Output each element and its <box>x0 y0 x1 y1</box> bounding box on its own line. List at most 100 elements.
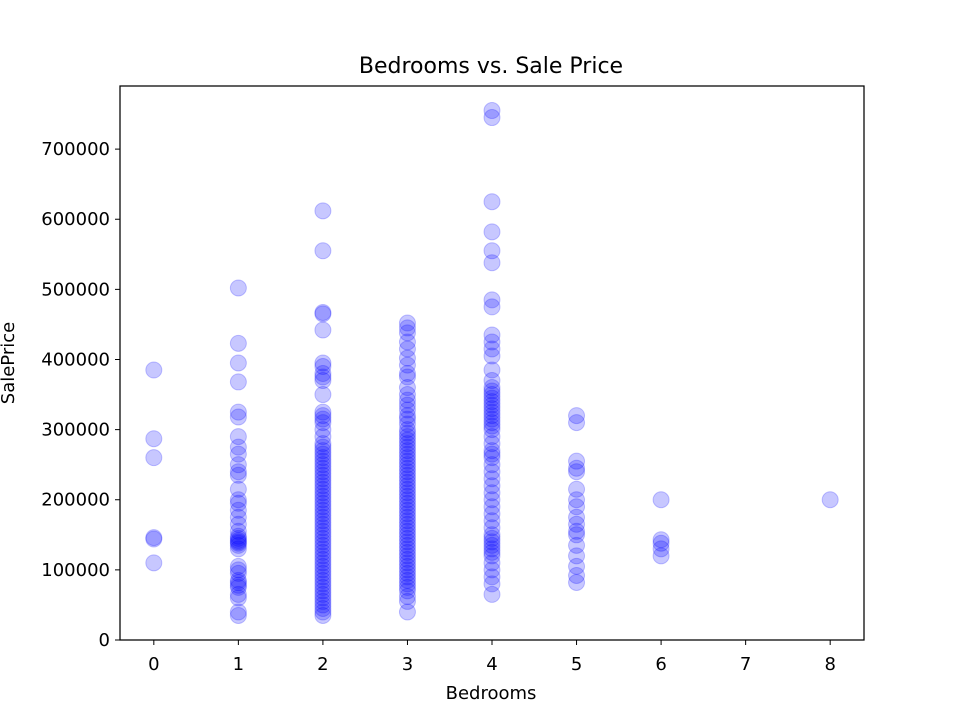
data-point-bedrooms-3-5 <box>398 349 416 367</box>
data-point-bedrooms-2-52 <box>314 557 332 575</box>
data-point-bedrooms-3-30 <box>398 466 416 484</box>
data-point-bedrooms-3-24 <box>398 445 416 463</box>
data-point-bedrooms-4-25 <box>483 417 501 435</box>
data-point-bedrooms-2-14 <box>314 414 332 432</box>
data-point-bedrooms-4-12 <box>483 361 501 379</box>
y-tick-label-700000: 700000 <box>41 139 110 160</box>
data-point-bedrooms-3-44 <box>398 515 416 533</box>
data-point-bedrooms-6-1 <box>652 531 670 549</box>
data-point-bedrooms-3-26 <box>398 452 416 470</box>
data-point-bedrooms-3-25 <box>398 449 416 467</box>
data-point-bedrooms-3-7 <box>398 365 416 383</box>
data-point-bedrooms-3-6 <box>398 356 416 374</box>
data-point-bedrooms-4-46 <box>483 540 501 558</box>
data-point-bedrooms-1-23 <box>229 534 247 552</box>
y-axis-label: SalePrice <box>0 322 19 404</box>
data-point-bedrooms-4-39 <box>483 505 501 523</box>
data-point-bedrooms-4-37 <box>483 491 501 509</box>
data-point-bedrooms-2-6 <box>314 358 332 376</box>
data-point-bedrooms-2-22 <box>314 452 332 470</box>
data-point-bedrooms-4-18 <box>483 393 501 411</box>
data-point-bedrooms-4-27 <box>483 428 501 446</box>
data-point-bedrooms-1-11 <box>229 466 247 484</box>
data-point-bedrooms-5-0 <box>568 407 586 425</box>
data-point-bedrooms-4-16 <box>483 386 501 404</box>
data-point-bedrooms-4-15 <box>483 382 501 400</box>
data-point-bedrooms-4-6 <box>483 291 501 309</box>
data-point-bedrooms-3-29 <box>398 463 416 481</box>
data-point-bedrooms-4-44 <box>483 533 501 551</box>
data-point-bedrooms-1-28 <box>229 564 247 582</box>
data-point-bedrooms-4-10 <box>483 340 501 358</box>
y-tick-label-300000: 300000 <box>41 420 110 441</box>
data-point-bedrooms-4-26 <box>483 421 501 439</box>
y-tick-label-200000: 200000 <box>41 490 110 511</box>
data-point-bedrooms-2-66 <box>314 606 332 624</box>
data-point-bedrooms-3-46 <box>398 522 416 540</box>
data-point-bedrooms-1-20 <box>229 529 247 547</box>
data-point-bedrooms-4-19 <box>483 396 501 414</box>
data-point-bedrooms-3-4 <box>398 340 416 358</box>
data-point-bedrooms-3-9 <box>398 379 416 397</box>
data-point-bedrooms-1-5 <box>229 408 247 426</box>
data-point-bedrooms-1-13 <box>229 491 247 509</box>
data-point-bedrooms-2-58 <box>314 578 332 596</box>
data-point-bedrooms-3-13 <box>398 401 416 419</box>
data-point-bedrooms-4-23 <box>483 410 501 428</box>
data-point-bedrooms-0-3 <box>145 529 163 547</box>
data-point-bedrooms-2-34 <box>314 494 332 512</box>
y-tick-label-400000: 400000 <box>41 349 110 370</box>
data-point-bedrooms-0-0 <box>145 361 163 379</box>
data-point-bedrooms-2-43 <box>314 526 332 544</box>
data-point-bedrooms-2-0 <box>314 202 332 220</box>
data-point-bedrooms-1-0 <box>229 279 247 297</box>
data-point-bedrooms-2-61 <box>314 589 332 607</box>
chart-title: Bedrooms vs. Sale Price <box>359 54 623 79</box>
data-point-bedrooms-3-50 <box>398 536 416 554</box>
data-point-bedrooms-2-24 <box>314 459 332 477</box>
data-point-bedrooms-2-46 <box>314 536 332 554</box>
data-point-bedrooms-4-35 <box>483 477 501 495</box>
data-point-bedrooms-3-37 <box>398 491 416 509</box>
data-point-bedrooms-2-44 <box>314 529 332 547</box>
data-point-bedrooms-3-27 <box>398 456 416 474</box>
data-point-bedrooms-3-66 <box>398 603 416 621</box>
data-point-bedrooms-3-12 <box>398 396 416 414</box>
data-point-bedrooms-5-2 <box>568 452 586 470</box>
data-point-bedrooms-3-1 <box>398 319 416 337</box>
x-tick-label-1: 1 <box>233 654 244 675</box>
x-tick-label-8: 8 <box>824 654 835 675</box>
data-point-bedrooms-1-24 <box>229 536 247 554</box>
data-point-bedrooms-1-16 <box>229 508 247 526</box>
data-point-bedrooms-4-22 <box>483 407 501 425</box>
y-tick-label-100000: 100000 <box>41 560 110 581</box>
data-point-bedrooms-1-36 <box>229 606 247 624</box>
data-point-bedrooms-2-15 <box>314 421 332 439</box>
data-point-bedrooms-4-51 <box>483 568 501 586</box>
data-point-bedrooms-4-41 <box>483 519 501 537</box>
data-point-bedrooms-4-9 <box>483 333 501 351</box>
x-tick-label-7: 7 <box>740 654 751 675</box>
x-tick-label-4: 4 <box>486 654 497 675</box>
data-point-bedrooms-2-9 <box>314 372 332 390</box>
data-point-bedrooms-1-3 <box>229 373 247 391</box>
data-point-bedrooms-4-40 <box>483 512 501 530</box>
data-point-bedrooms-2-4 <box>314 321 332 339</box>
data-point-bedrooms-4-42 <box>483 526 501 544</box>
data-point-bedrooms-3-39 <box>398 498 416 516</box>
data-point-bedrooms-2-27 <box>314 470 332 488</box>
data-point-bedrooms-3-22 <box>398 438 416 456</box>
data-point-bedrooms-2-64 <box>314 599 332 617</box>
data-point-bedrooms-6-4 <box>652 547 670 565</box>
data-point-bedrooms-4-29 <box>483 442 501 460</box>
data-point-bedrooms-2-57 <box>314 575 332 593</box>
data-point-bedrooms-4-36 <box>483 484 501 502</box>
data-point-bedrooms-4-49 <box>483 554 501 572</box>
data-point-bedrooms-2-42 <box>314 522 332 540</box>
data-point-bedrooms-1-1 <box>229 334 247 352</box>
data-point-bedrooms-3-62 <box>398 578 416 596</box>
data-point-bedrooms-2-25 <box>314 463 332 481</box>
data-point-bedrooms-1-30 <box>229 573 247 591</box>
data-point-bedrooms-2-60 <box>314 585 332 603</box>
